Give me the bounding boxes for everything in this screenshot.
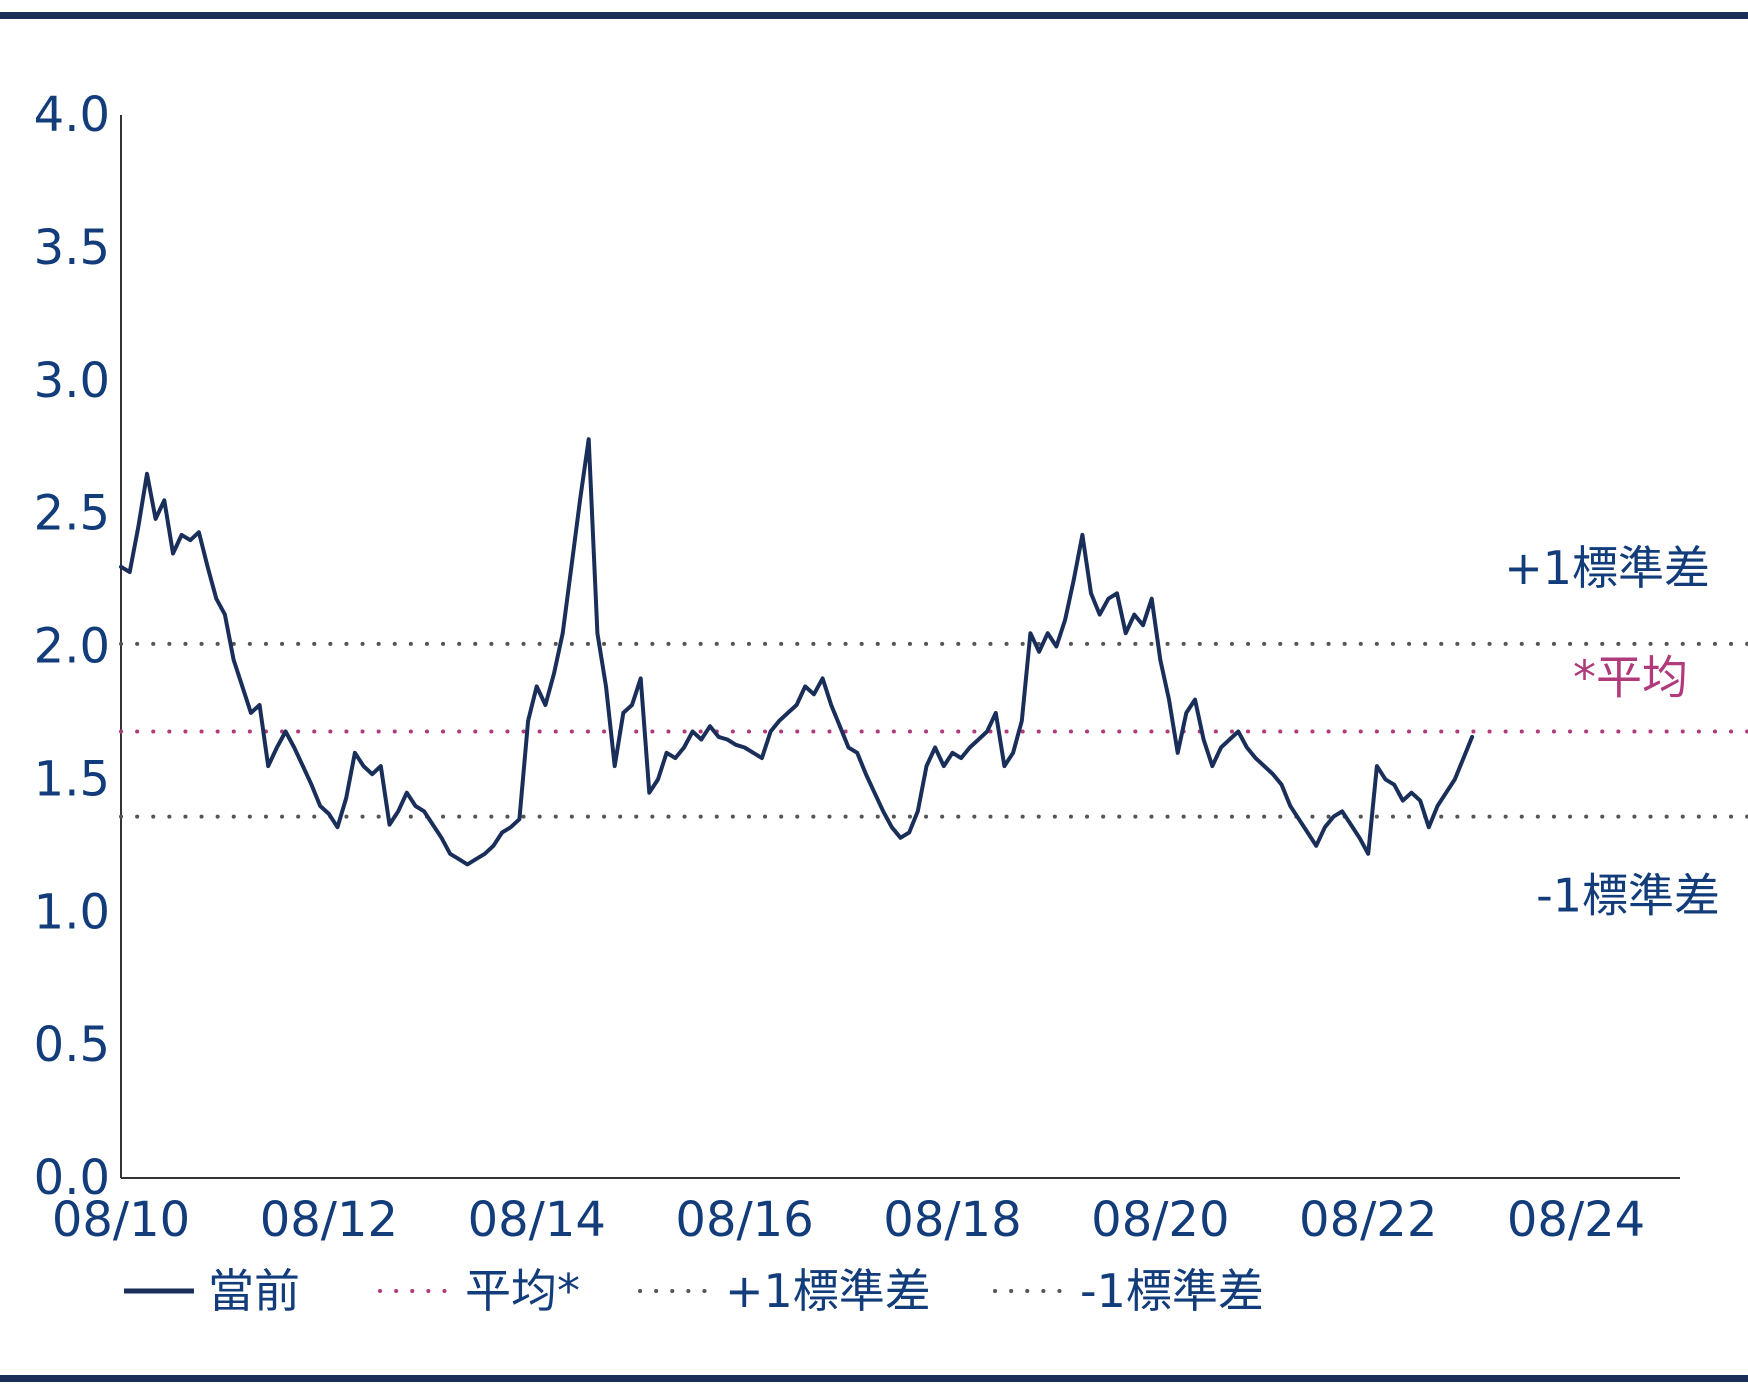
y-axis-ticks: 0.0 0.5 1.0 1.5 2.0 2.5 3.0 3.5 4.0 (34, 87, 110, 1206)
y-tick-label: 0.5 (34, 1017, 110, 1073)
reference-lines (119, 641, 1748, 819)
legend-label: 平均* (465, 1264, 580, 1318)
x-tick-label: 08/18 (883, 1192, 1021, 1248)
x-tick-label: 08/10 (52, 1192, 190, 1248)
y-tick-label: 1.0 (34, 884, 110, 940)
y-tick-label: 2.5 (34, 486, 110, 542)
reference-label-mean: *平均 (1573, 651, 1688, 705)
reference-label-plus_1sd: +1標準差 (1504, 541, 1710, 595)
x-axis-ticks: 08/10 08/12 08/14 08/16 08/18 08/20 08/22 08/24 (52, 1192, 1645, 1248)
reference-labels: *平均 +1標準差 -1標準差 (1504, 541, 1720, 923)
y-tick-label: 2.0 (34, 619, 110, 675)
y-tick-label: 0.0 (34, 1150, 110, 1206)
x-tick-label: 08/16 (675, 1192, 813, 1248)
x-tick-label: 08/22 (1299, 1192, 1437, 1248)
legend-label: +1標準差 (725, 1264, 931, 1318)
legend-label: 當前 (208, 1264, 300, 1318)
x-tick-label: 08/24 (1507, 1192, 1645, 1248)
y-tick-label: 3.5 (34, 220, 110, 276)
x-tick-label: 08/14 (468, 1192, 606, 1248)
y-tick-label: 1.5 (34, 751, 110, 807)
y-tick-label: 4.0 (34, 87, 110, 143)
x-tick-label: 08/12 (260, 1192, 398, 1248)
series-line (119, 437, 1475, 867)
legend-label: -1標準差 (1080, 1264, 1264, 1318)
x-tick-label: 08/20 (1091, 1192, 1229, 1248)
legend: 當前 平均* +1標準差 -1標準差 (124, 1264, 1264, 1318)
bottom-border (0, 1375, 1748, 1382)
top-border (0, 12, 1748, 19)
reference-label-minus_1sd: -1標準差 (1536, 869, 1720, 923)
y-tick-label: 3.0 (34, 353, 110, 409)
series-layer (119, 437, 1475, 867)
